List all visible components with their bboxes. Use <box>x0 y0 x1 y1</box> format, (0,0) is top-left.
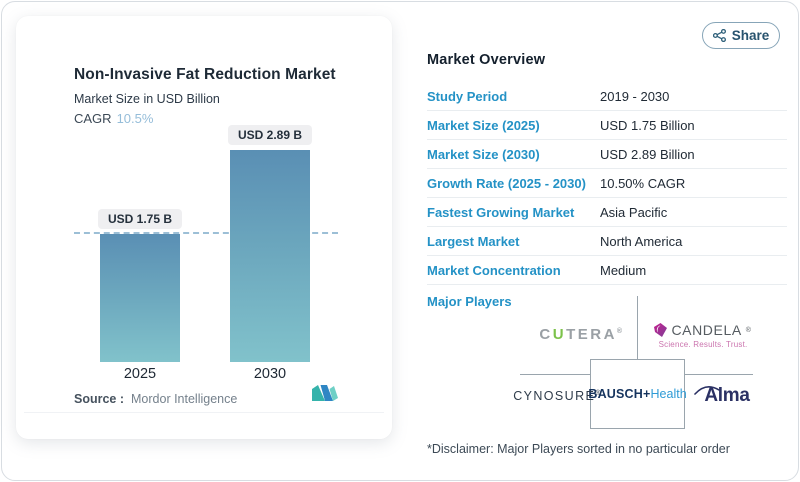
bar-rect-2030 <box>230 150 310 362</box>
alma-swoosh-icon <box>694 386 720 395</box>
row-value: 2019 - 2030 <box>600 88 670 104</box>
row-value: Asia Pacific <box>600 204 668 220</box>
x-axis-label-2030: 2030 <box>253 366 287 382</box>
row-label: Fastest Growing Market <box>427 204 575 220</box>
table-row: Market Concentration Medium <box>427 256 787 285</box>
row-label: Study Period <box>427 88 508 104</box>
table-row: Market Size (2030) USD 2.89 Billion <box>427 140 787 169</box>
row-label: Market Size (2030) <box>427 146 540 162</box>
bar-value-badge-2025: USD 1.75 B <box>97 208 183 229</box>
table-row: Largest Market North America <box>427 227 787 256</box>
bar-rect-2025 <box>100 233 180 362</box>
bar-value-badge-2030: USD 2.89 B <box>227 125 313 145</box>
cutera-green-letter: U <box>552 326 567 343</box>
cutera-logo: CUTERA® <box>539 326 625 343</box>
bausch-health-logo-box: BAUSCH+Health <box>588 359 687 429</box>
candela-tagline: Science. Results. Trust. <box>658 340 748 349</box>
candela-wordmark: CANDELA <box>671 322 742 338</box>
table-row: Market Size (2025) USD 1.75 Billion <box>427 111 787 140</box>
chart-subtitle: Market Size in USD Billion <box>74 92 220 106</box>
source-label: Source : <box>74 392 125 406</box>
x-axis-label-2025: 2025 <box>123 366 157 382</box>
cagr-label: CAGR <box>74 111 112 126</box>
candela-logo: CANDELA ® Science. Results. Trust. <box>647 322 759 349</box>
bausch-health-logo: BAUSCH+Health <box>588 387 687 401</box>
table-row: Fastest Growing Market Asia Pacific <box>427 198 787 227</box>
players-divider-vertical <box>637 296 638 359</box>
row-label: Largest Market <box>427 233 520 249</box>
cagr-line: CAGR 10.5% <box>74 111 153 126</box>
market-size-chart-card: Non-Invasive Fat Reduction Market Market… <box>16 16 392 439</box>
row-label: Growth Rate (2025 - 2030) <box>427 175 586 191</box>
reference-dashed-line <box>74 231 338 234</box>
candela-diamond-icon <box>654 323 668 337</box>
share-button[interactable]: Share <box>702 22 780 49</box>
overview-title: Market Overview <box>427 52 546 68</box>
share-nodes-icon <box>712 29 726 42</box>
alma-logo: Alma <box>692 385 762 407</box>
cynosure-logo: CYNOSURE® <box>513 389 602 403</box>
share-button-label: Share <box>731 28 770 43</box>
mordor-intelligence-logo-icon <box>312 385 339 407</box>
row-label: Market Concentration <box>427 262 561 278</box>
players-connector-left <box>520 374 590 375</box>
players-connector-right <box>685 374 753 375</box>
major-players-label: Major Players <box>427 294 512 309</box>
row-value: USD 2.89 Billion <box>600 146 695 162</box>
source-value: Mordor Intelligence <box>131 392 238 406</box>
disclaimer-text: *Disclaimer: Major Players sorted in no … <box>427 442 730 456</box>
row-value: North America <box>600 233 683 249</box>
row-value: USD 1.75 Billion <box>600 117 695 133</box>
row-value: Medium <box>600 262 647 278</box>
bar-chart-plot: USD 1.75 B USD 2.89 B <box>60 122 348 362</box>
cagr-value: 10.5% <box>116 111 154 126</box>
chart-title: Non-Invasive Fat Reduction Market <box>74 66 336 83</box>
table-row: Growth Rate (2025 - 2030) 10.50% CAGR <box>427 169 787 198</box>
overview-table: Study Period 2019 - 2030 Market Size (202… <box>427 82 787 285</box>
source-row: Source : Mordor Intelligence <box>74 392 237 406</box>
card-footer-divider <box>24 412 384 413</box>
row-label: Market Size (2025) <box>427 117 540 133</box>
table-row: Study Period 2019 - 2030 <box>427 82 787 111</box>
row-value: 10.50% CAGR <box>600 175 686 191</box>
